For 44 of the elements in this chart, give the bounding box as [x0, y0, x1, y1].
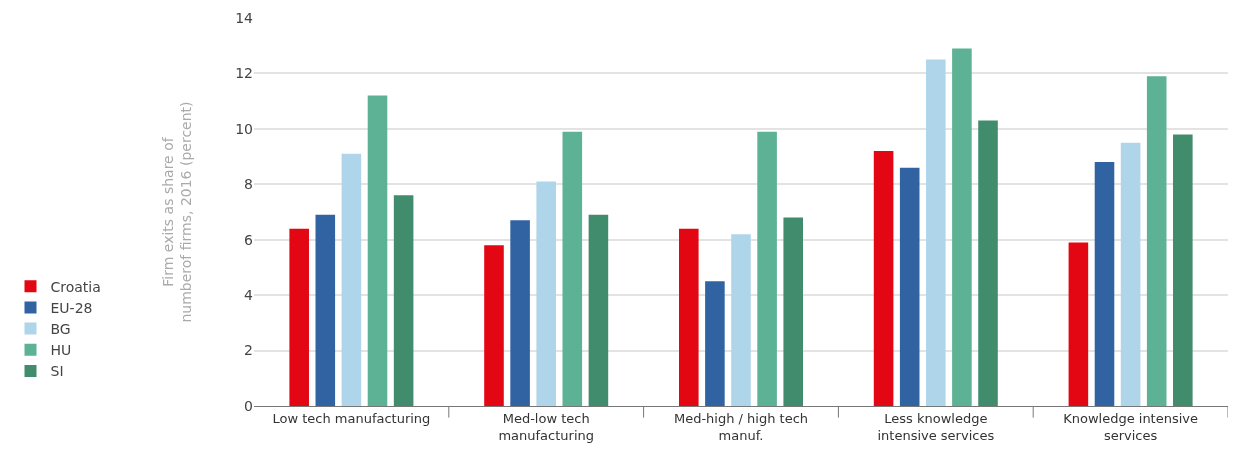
bar [1068, 242, 1089, 406]
x-tick-label: Less knowledge intensive services [877, 410, 995, 443]
bar [367, 95, 388, 406]
x-tick-label: Knowledge intensive services [1063, 410, 1199, 443]
bar [926, 59, 946, 406]
y-tick-label: 2 [244, 342, 253, 359]
y-tick-label: 4 [244, 287, 254, 304]
bar [873, 151, 894, 406]
bar [562, 131, 583, 406]
legend-label: SI [50, 363, 64, 380]
y-axis-title: Firm exits as share of numberof firms, 2016 (percent) [159, 101, 194, 323]
bar [484, 245, 504, 406]
y-tick-label: 8 [244, 176, 253, 193]
x-tick-label: Med-low tech manufacturing [498, 410, 594, 443]
bar [679, 228, 699, 406]
y-tick-label: 10 [235, 120, 253, 137]
bar [315, 214, 336, 406]
bar [783, 217, 803, 406]
bar [899, 167, 920, 406]
bar [1094, 162, 1115, 406]
bar [705, 281, 725, 406]
bar [978, 120, 998, 406]
legend-label: HU [50, 342, 72, 359]
bar [1173, 134, 1193, 406]
bar [393, 195, 414, 406]
legend-label: EU-28 [50, 299, 93, 316]
bar [341, 153, 362, 406]
bar [757, 131, 777, 406]
bar [510, 220, 530, 406]
legend-label: BG [50, 321, 71, 338]
bar [1146, 76, 1167, 406]
y-tick-label: 0 [244, 397, 253, 414]
bar [1120, 142, 1141, 406]
x-tick-label: Low tech manufacturing [272, 410, 431, 426]
bar [536, 181, 556, 406]
legend-label: Croatia [50, 278, 101, 295]
bar [952, 48, 972, 406]
bar [588, 214, 609, 406]
y-tick-label: 14 [235, 9, 254, 26]
y-tick-label: 6 [244, 231, 254, 248]
x-tick-label: Med-high / high tech manuf. [673, 410, 809, 443]
bar [289, 228, 309, 406]
bar [731, 234, 751, 406]
y-tick-label: 12 [235, 65, 253, 82]
